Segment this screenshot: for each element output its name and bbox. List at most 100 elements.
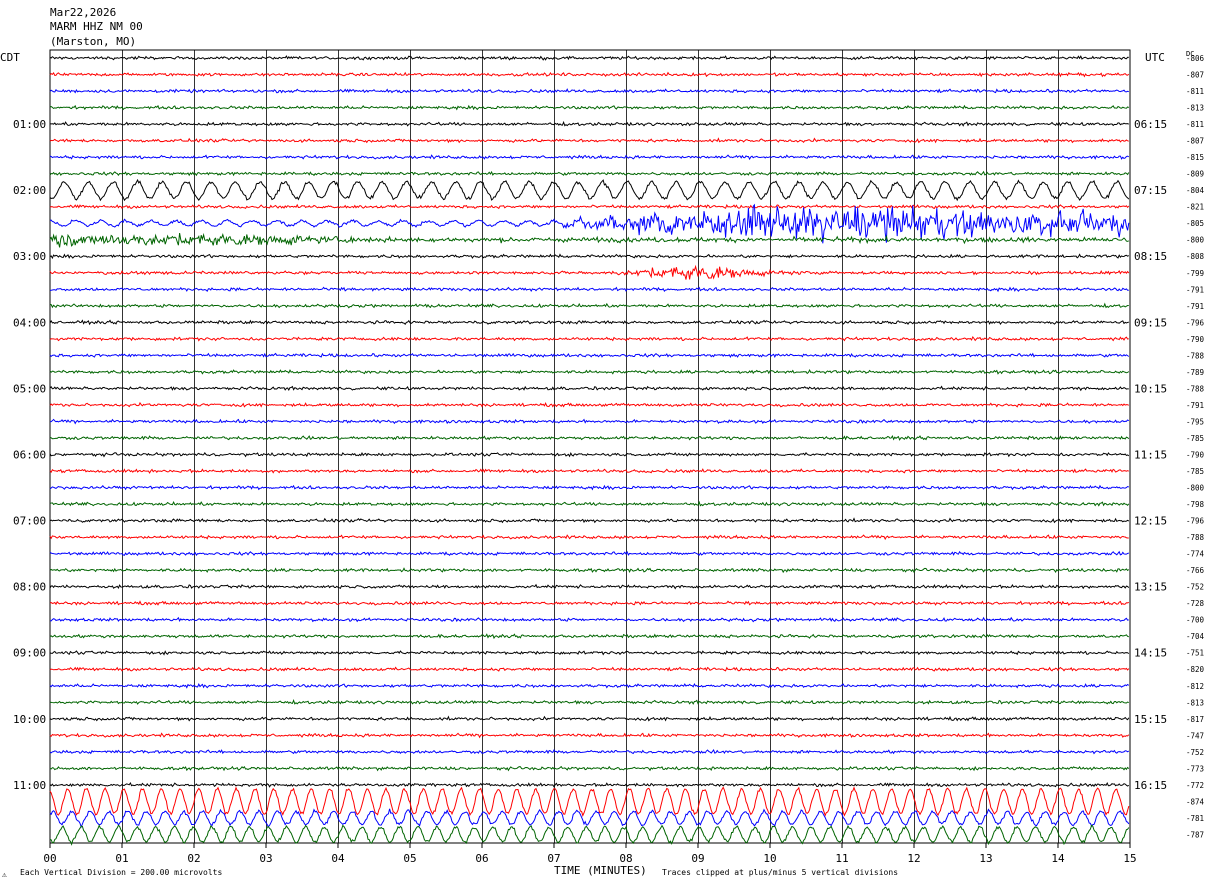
dc-offset-label: -805 [1186, 219, 1204, 228]
trace-2 [49, 88, 1129, 94]
x-tick-label: 03 [259, 852, 272, 865]
right-hour-label: 10:15 [1134, 382, 1167, 395]
dc-offset-label: -774 [1186, 550, 1205, 559]
plot-frame [49, 49, 1131, 844]
x-tick-label: 08 [619, 852, 632, 865]
dc-offset-label: -813 [1186, 698, 1204, 707]
header-date: Mar22,2026 [50, 6, 116, 19]
dc-offset-label: -813 [1186, 104, 1204, 113]
x-tick-label: 07 [547, 852, 560, 865]
dc-offset-label: -795 [1186, 417, 1204, 426]
dc-offset-label: -791 [1186, 285, 1204, 294]
trace-0 [49, 55, 1129, 61]
trace-10 [49, 203, 1130, 244]
trace-44 [49, 781, 1130, 788]
trace-19 [49, 368, 1130, 375]
dc-offset-label: -811 [1186, 120, 1204, 129]
x-tick-label: 12 [907, 852, 920, 865]
x-tick-label: 13 [979, 852, 992, 865]
right-hour-labels: 06:15 07:15 08:15 09:15 10:15 11:15 12:15 13:15… [1134, 118, 1167, 792]
dc-offset-label: -752 [1186, 748, 1204, 757]
dc-offset-label: -809 [1186, 170, 1204, 179]
seismic-traces [49, 55, 1130, 846]
dc-offset-label: -800 [1186, 236, 1205, 245]
dc-offset-label: -807 [1186, 137, 1204, 146]
trace-27 [49, 500, 1130, 507]
dc-offset-label: -772 [1186, 781, 1204, 790]
header-station: MARM HHZ NM 00 [50, 20, 143, 33]
left-hour-label: 05:00 [13, 382, 46, 395]
trace-25 [49, 468, 1129, 474]
trace-40 [49, 715, 1130, 722]
header-location: (Marston, MO) [50, 35, 136, 48]
left-zone-label: CDT [0, 51, 20, 64]
trace-5 [49, 137, 1129, 144]
x-tick-label: 06 [475, 852, 488, 865]
dc-offset-label: -874 [1186, 797, 1205, 806]
trace-39 [49, 699, 1130, 705]
scale-note: Each Vertical Division = 200.00 microvol… [20, 868, 222, 877]
dc-offset-label: -807 [1186, 71, 1204, 80]
trace-38 [49, 682, 1130, 689]
dc-offset-label: -747 [1186, 731, 1204, 740]
right-hour-label: 07:15 [1134, 184, 1167, 197]
trace-17 [49, 335, 1129, 342]
x-tick-label: 04 [331, 852, 345, 865]
right-hour-label: 08:15 [1134, 250, 1167, 263]
dc-offset-label: -781 [1186, 814, 1204, 823]
trace-4 [49, 120, 1129, 127]
trace-16 [49, 319, 1129, 326]
trace-1 [49, 71, 1130, 78]
x-axis-label: TIME (MINUTES) [554, 864, 647, 877]
trace-28 [49, 517, 1130, 524]
clip-note: Traces clipped at plus/minus 5 vertical … [662, 868, 898, 877]
dc-offset-label: -788 [1186, 351, 1205, 360]
dc-offset-label: -799 [1186, 269, 1204, 278]
dc-offset-label: -790 [1186, 450, 1205, 459]
dc-offset-label: -787 [1186, 830, 1204, 839]
trace-45 [49, 786, 1130, 817]
trace-42 [49, 748, 1130, 755]
dc-offset-labels: -806 -807 -811 -813 -811 -807 -815 -809 -804 -821… [1186, 54, 1205, 839]
x-tick-label: 02 [187, 852, 200, 865]
dc-offset-label: -821 [1186, 203, 1204, 212]
trace-34 [49, 616, 1129, 623]
left-hour-label: 02:00 [13, 184, 46, 197]
trace-15 [49, 302, 1129, 309]
trace-31 [49, 567, 1130, 574]
left-hour-label: 04:00 [13, 316, 46, 329]
trace-24 [49, 451, 1130, 458]
dc-offset-label: -796 [1186, 318, 1205, 327]
dc-offset-label: -766 [1186, 566, 1205, 575]
right-hour-label: 14:15 [1134, 647, 1167, 660]
dc-offset-label: -704 [1186, 632, 1205, 641]
right-hour-label: 16:15 [1134, 779, 1167, 792]
trace-6 [49, 154, 1130, 161]
right-hour-label: 12:15 [1134, 515, 1167, 528]
x-tick-label: 15 [1123, 852, 1136, 865]
dc-offset-label: -804 [1186, 186, 1205, 195]
trace-32 [49, 583, 1130, 590]
trace-12 [49, 253, 1130, 260]
trace-23 [49, 434, 1130, 441]
trace-47 [49, 824, 1130, 846]
dc-offset-label: -773 [1186, 764, 1204, 773]
left-hour-label: 09:00 [13, 647, 46, 660]
trace-18 [49, 352, 1130, 358]
trace-37 [49, 666, 1130, 672]
dc-offset-label: -791 [1186, 302, 1204, 311]
trace-46 [49, 808, 1130, 829]
dc-offset-label: -791 [1186, 401, 1204, 410]
left-hour-label: 11:00 [13, 779, 46, 792]
dc-offset-label: -790 [1186, 335, 1205, 344]
right-hour-label: 13:15 [1134, 581, 1167, 594]
trace-14 [49, 286, 1129, 293]
x-tick-label: 11 [835, 852, 848, 865]
right-hour-label: 06:15 [1134, 118, 1167, 131]
dc-header-label: DC [1186, 50, 1194, 58]
trace-9 [49, 203, 1130, 210]
scale-warning-icon: ⚠ [2, 870, 7, 879]
trace-8 [49, 178, 1130, 202]
dc-offset-label: -752 [1186, 583, 1204, 592]
